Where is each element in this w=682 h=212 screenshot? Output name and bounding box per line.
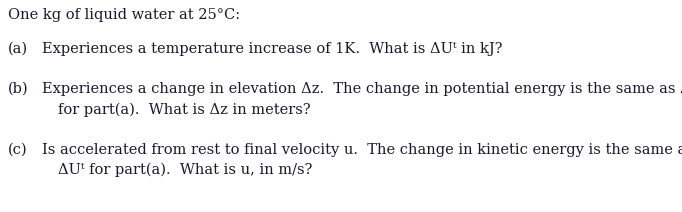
Text: (c): (c)	[8, 143, 28, 157]
Text: One kg of liquid water at 25°C:: One kg of liquid water at 25°C:	[8, 8, 240, 22]
Text: Experiences a temperature increase of 1K.  What is ΔUᵗ in kJ?: Experiences a temperature increase of 1K…	[42, 42, 503, 56]
Text: (a): (a)	[8, 42, 28, 56]
Text: Experiences a change in elevation Δz.  The change in potential energy is the sam: Experiences a change in elevation Δz. Th…	[42, 82, 682, 96]
Text: for part(a).  What is Δz in meters?: for part(a). What is Δz in meters?	[58, 103, 310, 117]
Text: Is accelerated from rest to final velocity u.  The change in kinetic energy is t: Is accelerated from rest to final veloci…	[42, 143, 682, 157]
Text: ΔUᵗ for part(a).  What is u, in m/s?: ΔUᵗ for part(a). What is u, in m/s?	[58, 163, 312, 177]
Text: (b): (b)	[8, 82, 29, 96]
